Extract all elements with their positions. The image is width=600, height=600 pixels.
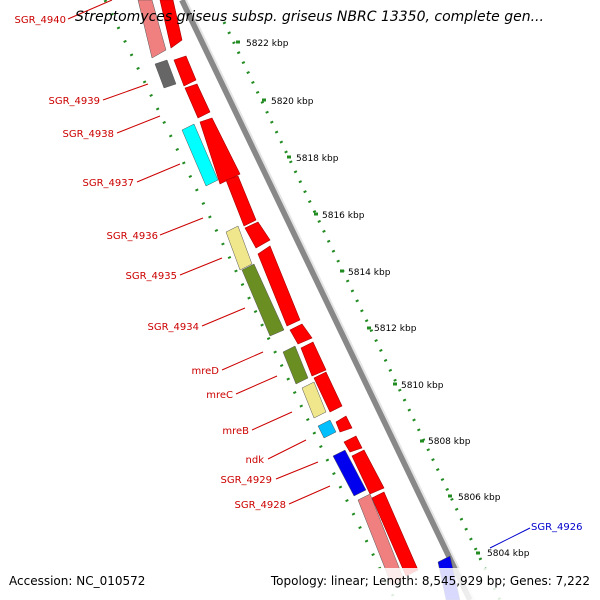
scale-label: 5806 kbp <box>458 493 501 503</box>
gene-label-ndk[interactable]: ndk <box>246 455 265 466</box>
gene-block-gray[interactable] <box>154 59 177 89</box>
gene-label-sgr4926[interactable]: SGR_4926 <box>531 522 583 533</box>
gene-label-sgr4936[interactable]: SGR_4936 <box>107 231 159 242</box>
gene-arrow[interactable] <box>244 221 271 249</box>
gene-block-olive[interactable] <box>241 263 285 337</box>
gene-block-salmon[interactable] <box>137 0 167 59</box>
gene-label-sgr4928[interactable]: SGR_4928 <box>235 500 287 511</box>
gene-arrow[interactable] <box>300 341 327 377</box>
gene-arrows-forward <box>159 0 419 577</box>
gene-arrow[interactable] <box>225 175 257 227</box>
gene-arrow[interactable] <box>257 245 301 327</box>
scale-label: 5820 kbp <box>271 97 314 107</box>
scale-label: 5808 kbp <box>428 437 471 447</box>
gene-block-olive[interactable] <box>282 345 309 385</box>
page-title: Streptomyces griseus subsp. griseus NBRC… <box>75 9 544 25</box>
gene-arrow[interactable] <box>343 435 363 453</box>
label-leader-lines <box>67 0 331 505</box>
gene-arrow[interactable] <box>313 371 343 413</box>
gene-label-sgr4939[interactable]: SGR_4939 <box>49 96 101 107</box>
scale-label: 5816 kbp <box>322 211 365 221</box>
scale-ticks <box>236 40 480 555</box>
gene-arrow[interactable] <box>335 415 353 433</box>
gene-arrow[interactable] <box>159 0 183 49</box>
outer-tick-guide <box>222 21 502 600</box>
label-leader-line-blue <box>489 527 531 549</box>
gene-label-sgr4929[interactable]: SGR_4929 <box>221 475 273 486</box>
genome-axis <box>179 0 473 600</box>
scale-label: 5822 kbp <box>246 39 289 49</box>
gene-label-sgr4940[interactable]: SGR_4940 <box>15 15 67 26</box>
gene-blocks <box>137 0 461 600</box>
gene-label-sgr4938[interactable]: SGR_4938 <box>63 129 115 140</box>
gene-label-sgr4934[interactable]: SGR_4934 <box>148 322 200 333</box>
genome-axis-highlight <box>185 0 475 600</box>
gene-label-mrec[interactable]: mreC <box>206 390 233 401</box>
inner-tick-guide <box>103 0 397 600</box>
scale-label: 5810 kbp <box>401 381 444 391</box>
scale-label: 5812 kbp <box>374 324 417 334</box>
gene-arrow[interactable] <box>289 323 313 345</box>
gene-label-mreb[interactable]: mreB <box>222 426 249 437</box>
gene-label-mred[interactable]: mreD <box>192 366 220 377</box>
gene-block-blue[interactable] <box>332 449 367 497</box>
gene-arrow[interactable] <box>351 449 385 495</box>
accession-info: Accession: NC_010572 <box>9 574 146 588</box>
gene-arrow[interactable] <box>199 117 241 185</box>
gene-block-khaki[interactable] <box>301 381 327 419</box>
gene-labels: SGR_4940 SGR_4939 SGR_4938 SGR_4937 SGR_… <box>15 15 287 511</box>
gene-arrow[interactable] <box>184 83 211 119</box>
gene-block-deepskyblue[interactable] <box>317 419 337 439</box>
topology-info: Topology: linear; Length: 8,545,929 bp; … <box>270 574 590 588</box>
gene-label-sgr4937[interactable]: SGR_4937 <box>83 178 135 189</box>
gene-arrow[interactable] <box>173 55 197 87</box>
footer-background <box>0 568 600 600</box>
scale-labels: 5822 kbp 5820 kbp 5818 kbp 5816 kbp 5814… <box>246 39 530 559</box>
scale-label: 5818 kbp <box>296 154 339 164</box>
scale-label: 5814 kbp <box>348 268 391 278</box>
gene-label-sgr4935[interactable]: SGR_4935 <box>126 271 178 282</box>
scale-label: 5804 kbp <box>487 549 530 559</box>
gene-block-cyan[interactable] <box>181 123 219 187</box>
gene-block-khaki[interactable] <box>225 225 253 271</box>
